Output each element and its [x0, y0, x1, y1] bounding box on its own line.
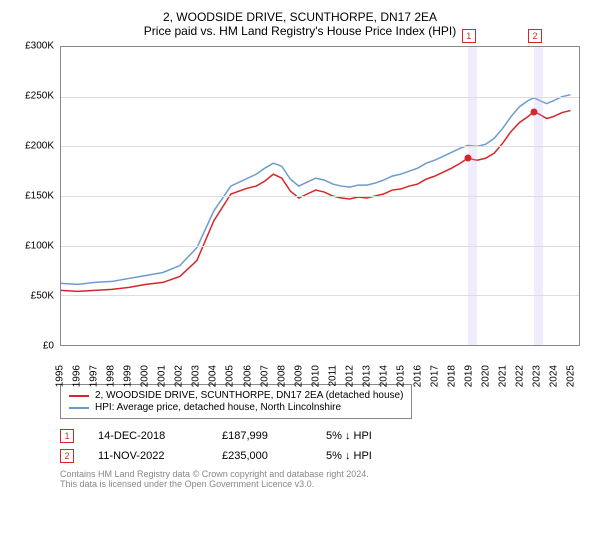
- x-tick-label: 2012: [344, 365, 355, 387]
- attribution-line2: This data is licensed under the Open Gov…: [60, 479, 584, 489]
- x-tick-label: 2015: [395, 365, 406, 387]
- annotation-id-box: 1: [60, 429, 74, 443]
- chart-title: 2, WOODSIDE DRIVE, SCUNTHORPE, DN17 2EA: [16, 10, 584, 24]
- x-tick-label: 2003: [191, 365, 202, 387]
- marker-label-2: 2: [528, 29, 542, 43]
- x-tick-label: 2002: [174, 365, 185, 387]
- x-tick-label: 2019: [464, 365, 475, 387]
- legend-item: HPI: Average price, detached house, Nort…: [69, 402, 403, 413]
- x-tick-label: 2009: [293, 365, 304, 387]
- y-tick-label: £300K: [25, 41, 54, 52]
- annotation-table: 1 14-DEC-2018 £187,999 5% ↓ HPI 2 11-NOV-2022…: [60, 429, 584, 463]
- x-tick-label: 2017: [430, 365, 441, 387]
- x-tick-label: 2024: [549, 365, 560, 387]
- chart-region: £0£50K£100K£150K£200K£250K£300K 12 19951…: [16, 46, 584, 376]
- y-tick-label: £150K: [25, 191, 54, 202]
- x-tick-label: 1995: [55, 365, 66, 387]
- marker-point-2: [530, 108, 537, 115]
- x-tick-label: 2000: [140, 365, 151, 387]
- legend-box: 2, WOODSIDE DRIVE, SCUNTHORPE, DN17 2EA …: [60, 384, 412, 419]
- x-tick-label: 2006: [242, 365, 253, 387]
- x-tick-label: 2022: [515, 365, 526, 387]
- x-tick-label: 2016: [413, 365, 424, 387]
- legend-swatch: [69, 395, 89, 397]
- gridline: [61, 295, 579, 296]
- x-tick-label: 2011: [327, 365, 338, 387]
- x-tick-label: 2021: [498, 365, 509, 387]
- plot-area: 12: [60, 46, 580, 346]
- x-tick-label: 1999: [123, 365, 134, 387]
- x-tick-label: 2004: [208, 365, 219, 387]
- x-tick-label: 2025: [566, 365, 577, 387]
- x-tick-label: 2008: [276, 365, 287, 387]
- chart-title-block: 2, WOODSIDE DRIVE, SCUNTHORPE, DN17 2EA …: [16, 10, 584, 38]
- x-tick-label: 1997: [89, 365, 100, 387]
- annotation-price: £187,999: [222, 430, 302, 442]
- y-tick-label: £0: [43, 341, 54, 352]
- x-axis: 1995199619971998199920002001200220032004…: [60, 348, 580, 376]
- x-tick-label: 2010: [310, 365, 321, 387]
- gridline: [61, 97, 579, 98]
- y-tick-label: £200K: [25, 141, 54, 152]
- annotation-delta: 5% ↓ HPI: [326, 430, 372, 442]
- annotation-price: £235,000: [222, 450, 302, 462]
- gridline: [61, 196, 579, 197]
- gridline: [61, 246, 579, 247]
- annotation-row: 1 14-DEC-2018 £187,999 5% ↓ HPI: [60, 429, 584, 443]
- annotation-id-box: 2: [60, 449, 74, 463]
- legend-label: HPI: Average price, detached house, Nort…: [95, 402, 341, 413]
- chart-subtitle: Price paid vs. HM Land Registry's House …: [16, 24, 584, 38]
- x-tick-label: 2005: [225, 365, 236, 387]
- x-tick-label: 1996: [72, 365, 83, 387]
- annotation-row: 2 11-NOV-2022 £235,000 5% ↓ HPI: [60, 449, 584, 463]
- gridline: [61, 146, 579, 147]
- y-axis: £0£50K£100K£150K£200K£250K£300K: [16, 46, 58, 346]
- legend-swatch: [69, 407, 89, 409]
- annotation-delta: 5% ↓ HPI: [326, 450, 372, 462]
- x-tick-label: 2023: [532, 365, 543, 387]
- attribution-line1: Contains HM Land Registry data © Crown c…: [60, 469, 584, 479]
- attribution-text: Contains HM Land Registry data © Crown c…: [60, 469, 584, 489]
- x-tick-label: 2007: [259, 365, 270, 387]
- x-tick-label: 1998: [106, 365, 117, 387]
- x-tick-label: 2020: [481, 365, 492, 387]
- marker-label-1: 1: [462, 29, 476, 43]
- y-tick-label: £50K: [31, 291, 54, 302]
- x-tick-label: 2014: [378, 365, 389, 387]
- y-tick-label: £250K: [25, 91, 54, 102]
- x-tick-label: 2001: [157, 365, 168, 387]
- marker-point-1: [464, 155, 471, 162]
- annotation-date: 11-NOV-2022: [98, 450, 198, 462]
- legend-item: 2, WOODSIDE DRIVE, SCUNTHORPE, DN17 2EA …: [69, 390, 403, 401]
- x-tick-label: 2013: [361, 365, 372, 387]
- x-tick-label: 2018: [447, 365, 458, 387]
- y-tick-label: £100K: [25, 241, 54, 252]
- annotation-date: 14-DEC-2018: [98, 430, 198, 442]
- legend-label: 2, WOODSIDE DRIVE, SCUNTHORPE, DN17 2EA …: [95, 390, 403, 401]
